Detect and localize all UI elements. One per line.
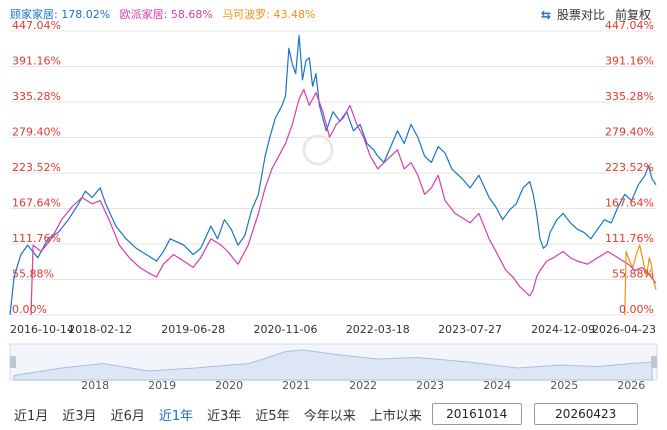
navigator-year-label: 2023: [416, 379, 444, 392]
x-tick-label: 2022-03-18: [346, 323, 410, 336]
y-tick-label-left: 335.28%: [12, 90, 61, 103]
y-tick-label-right: 55.88%: [612, 268, 654, 281]
range-1m-button[interactable]: 近1月: [14, 408, 49, 424]
y-tick-label-left: 0.00%: [12, 303, 47, 316]
range-navigator[interactable]: 2018 2019 2020 2021 2022 2023 2024 2025 2026: [0, 0, 667, 400]
adjust-mode-button[interactable]: 前复权: [614, 8, 651, 22]
y-tick-label-left: 111.76%: [12, 232, 61, 245]
y-tick-label-right: 167.64%: [605, 197, 654, 210]
start-date-input[interactable]: 20161014: [431, 403, 522, 425]
navigator-area: [13, 349, 653, 381]
y-tick-label-right: 0.00%: [619, 303, 654, 316]
time-range-bar: 近1月 近3月 近6月 近1年 近3年 近5年 今年以来 上市以来 201610…: [0, 398, 667, 430]
range-3y-button[interactable]: 近3年: [207, 408, 242, 424]
navigator-left-handle: [10, 356, 16, 368]
y-tick-label-right: 447.04%: [605, 19, 654, 32]
y-tick-label-left: 279.40%: [12, 126, 61, 139]
x-tick-label: 2018-02-12: [68, 323, 132, 336]
legend-item-gujia[interactable]: 顾家家居: 178.02%: [10, 8, 111, 21]
end-date-input[interactable]: 20260423: [533, 403, 638, 425]
x-tick-label: 2019-06-28: [161, 323, 225, 336]
series-line-1: [30, 88, 657, 316]
chart-toolbar: ⇆ 股票对比 前复权: [541, 6, 651, 23]
y-tick-label-left: 447.04%: [12, 19, 61, 32]
x-tick-label: 2026-04-23: [592, 323, 656, 336]
x-tick-label: 2016-10-14: [10, 323, 74, 336]
y-tick-label-right: 335.28%: [605, 90, 654, 103]
x-tick-label: 2023-07-27: [438, 323, 502, 336]
range-since-listing-button[interactable]: 上市以来: [369, 408, 422, 424]
price-chart[interactable]: 0.00% 0.00% 55.88% 55.88% 111.76% 111.76% 167.…: [0, 0, 667, 340]
y-tick-label-right: 279.40%: [605, 126, 654, 139]
navigator-year-label: 2024: [483, 379, 511, 392]
series-line-2: [624, 244, 657, 316]
y-tick-label-left: 167.64%: [12, 197, 61, 210]
navigator-year-label: 2026: [617, 379, 645, 392]
y-tick-label-right: 391.16%: [605, 55, 654, 68]
navigator-right-handle: [651, 356, 657, 368]
navigator-year-label: 2020: [215, 379, 243, 392]
navigator-year-label: 2025: [550, 379, 578, 392]
x-tick-label: 2024-12-09: [531, 323, 595, 336]
legend-item-oupai[interactable]: 欧派家居: 58.68%: [119, 8, 213, 21]
watermark-logo-icon: [302, 134, 334, 166]
navigator-year-label: 2018: [81, 379, 109, 392]
compare-stocks-button[interactable]: 股票对比: [556, 8, 605, 22]
navigator-year-label: 2019: [148, 379, 176, 392]
navigator-year-label: 2021: [282, 379, 310, 392]
range-3m-button[interactable]: 近3月: [62, 408, 97, 424]
y-tick-label-left: 55.88%: [12, 268, 54, 281]
series-line-0: [9, 34, 657, 316]
x-tick-label: 2020-11-06: [254, 323, 318, 336]
range-1y-button[interactable]: 近1年: [158, 408, 194, 424]
chart-legend: 顾家家居: 178.02% 欧派家居: 58.68% 马可波罗: 43.48%: [10, 6, 321, 22]
compare-icon[interactable]: ⇆: [540, 7, 551, 22]
y-tick-label-left: 223.52%: [12, 161, 61, 174]
y-tick-label-right: 111.76%: [605, 232, 654, 245]
navigator-year-label: 2022: [349, 379, 377, 392]
y-tick-label-left: 391.16%: [12, 55, 61, 68]
range-6m-button[interactable]: 近6月: [110, 408, 145, 424]
legend-item-makepolo[interactable]: 马可波罗: 43.48%: [222, 8, 316, 21]
range-5y-button[interactable]: 近5年: [255, 408, 290, 424]
y-tick-label-right: 223.52%: [605, 161, 654, 174]
range-ytd-button[interactable]: 今年以来: [303, 408, 356, 424]
